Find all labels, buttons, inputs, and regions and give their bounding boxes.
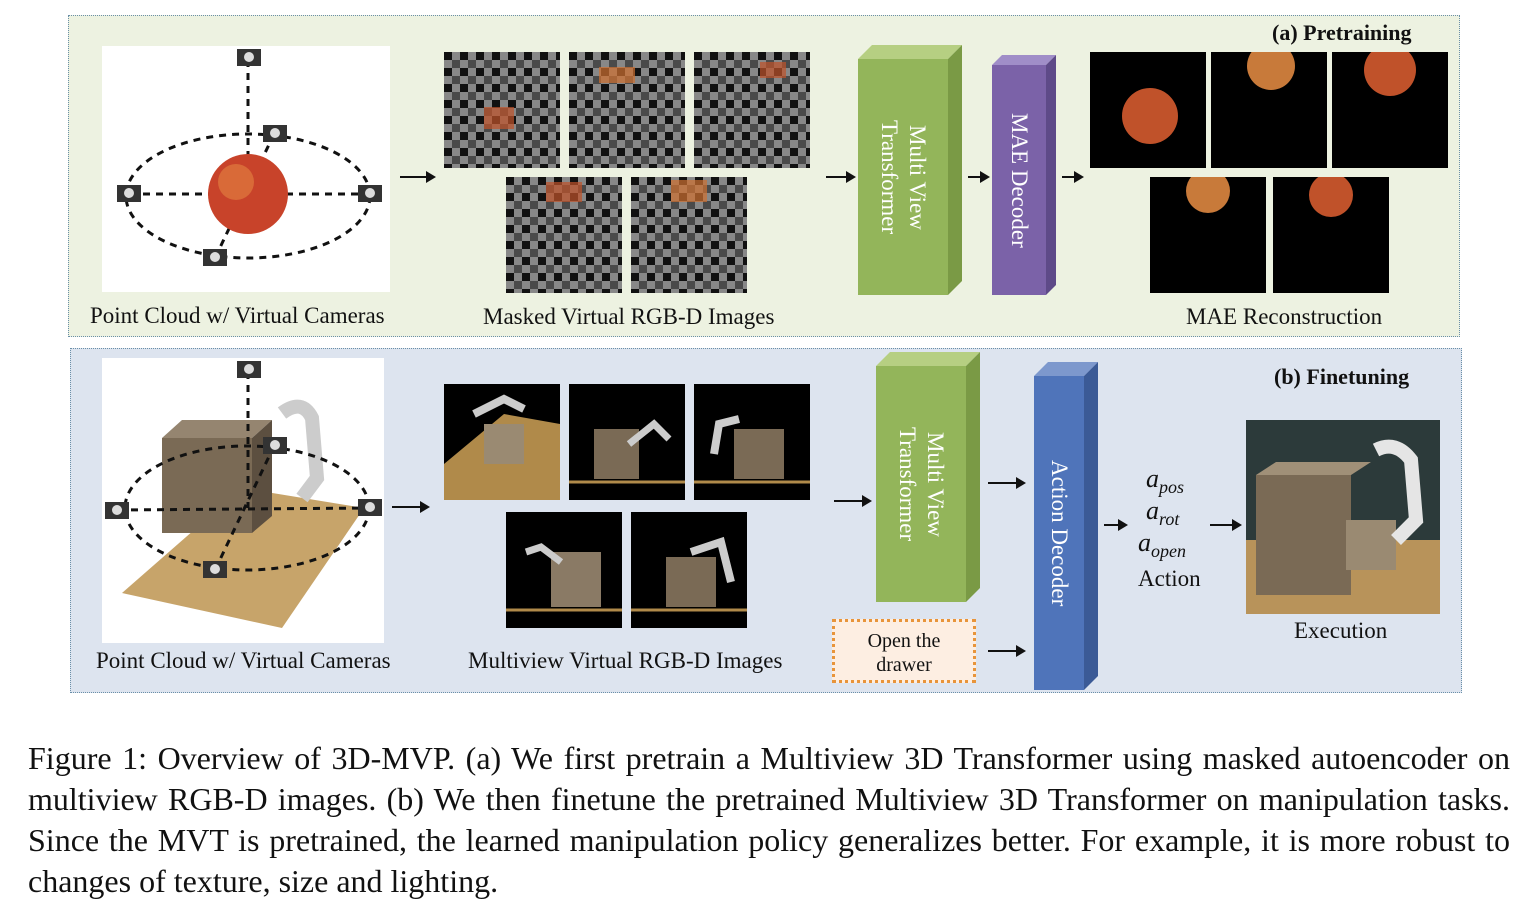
point-cloud-label-b: Point Cloud w/ Virtual Cameras: [96, 648, 391, 673]
mae-decoder-block: [992, 55, 1056, 295]
masked-images-label: Masked Virtual RGB-D Images: [483, 304, 775, 329]
mae-reconstruction-image: [1090, 52, 1206, 168]
arrow: [834, 495, 872, 507]
masked-rgbd-image: [444, 52, 560, 168]
mae-reconstruction-image: [1332, 52, 1448, 168]
multiview-rgbd-image: [694, 384, 810, 500]
arrow: [988, 645, 1026, 657]
camera-icon: [203, 249, 227, 266]
arrow: [1062, 171, 1084, 183]
mae-reconstruction-image: [1273, 177, 1389, 293]
camera-icon: [263, 437, 287, 454]
multiview-images-label: Multiview Virtual RGB-D Images: [468, 648, 783, 673]
masked-rgbd-image: [569, 52, 685, 168]
multiview-rgbd-image: [569, 384, 685, 500]
mae-reconstruction-image: [1211, 52, 1327, 168]
execution-image: [1246, 420, 1440, 614]
multi-view-transformer-block-finetune: [876, 352, 980, 602]
action-gripper-open: aopen: [1138, 528, 1186, 562]
multiview-rgbd-image: [631, 512, 747, 628]
execution-label: Execution: [1294, 618, 1388, 643]
transformer-label-a: Multi View Transformer: [877, 119, 930, 235]
arrow: [826, 171, 856, 183]
transformer-label-b: Multi View Transformer: [895, 426, 948, 542]
multiview-rgbd-image: [506, 512, 622, 628]
multi-view-transformer-block: [858, 45, 962, 295]
apple-point-cloud-image: [102, 46, 390, 292]
arrow: [988, 477, 1026, 489]
action-position: apos: [1146, 464, 1185, 498]
multiview-rgbd-image: [444, 384, 560, 500]
camera-icon: [358, 185, 382, 202]
pretraining-title: (a) Pretraining: [1272, 20, 1412, 45]
figure-caption: Figure 1: Overview of 3D-MVP. (a) We fir…: [28, 740, 1510, 899]
arrow: [1210, 519, 1242, 531]
camera-icon: [237, 49, 261, 66]
camera-icon: [237, 361, 261, 378]
mae-decoder-label: MAE Decoder: [1007, 112, 1032, 248]
drawer-point-cloud-image: [102, 358, 384, 643]
action-rotation: arot: [1146, 496, 1180, 530]
language-instruction-box: Open the drawer: [832, 619, 976, 683]
point-cloud-label-a: Point Cloud w/ Virtual Cameras: [90, 303, 385, 328]
action-decoder-block: [1034, 362, 1098, 690]
arrow: [1104, 519, 1128, 531]
arrow: [400, 171, 436, 183]
camera-icon: [263, 125, 287, 142]
arrow: [968, 171, 990, 183]
camera-icon: [117, 185, 141, 202]
camera-icon: [203, 561, 227, 578]
masked-rgbd-image: [506, 177, 622, 293]
camera-icon: [358, 499, 382, 516]
mae-reconstruction-label: MAE Reconstruction: [1186, 304, 1383, 329]
finetuning-title: (b) Finetuning: [1274, 364, 1410, 389]
camera-icon: [105, 502, 129, 519]
arrow: [392, 501, 430, 513]
mae-reconstruction-image: [1150, 177, 1266, 293]
masked-rgbd-image: [694, 52, 810, 168]
action-decoder-label: Action Decoder: [1047, 459, 1072, 607]
action-label: Action: [1138, 566, 1201, 591]
masked-rgbd-image: [631, 177, 747, 293]
